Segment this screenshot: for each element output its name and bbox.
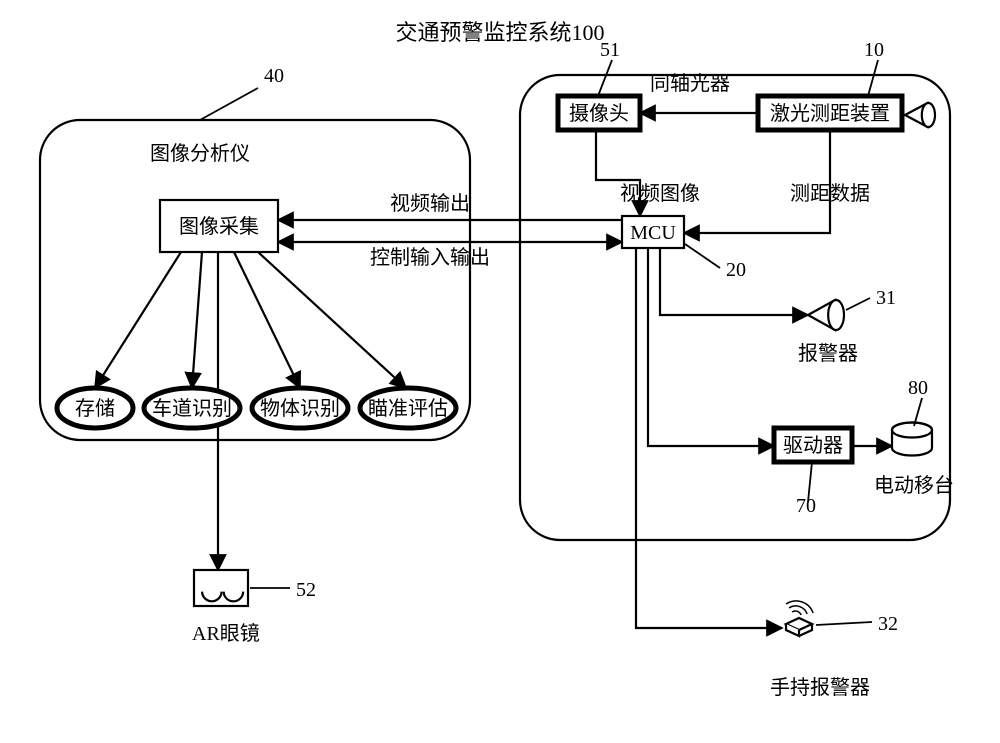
node-handheld [786,601,813,636]
edge-laser-mcu [684,130,830,233]
node-ar [194,570,248,606]
leader-32 [816,622,872,625]
node-label-laser: 激光测距装置 [770,102,890,125]
node-label-camera: 摄像头 [569,102,629,125]
node-alarm [808,300,844,330]
ref-label-70: 70 [796,495,816,517]
ext-label-stage: 电动移台 [874,474,954,497]
node-lane: 车道识别 [144,388,240,428]
node-label-driver: 驱动器 [783,434,843,457]
leader-31 [846,298,870,310]
edge-label-laser-camera: 同轴光器 [650,72,730,95]
node-laser_icon [905,103,935,127]
node-imgacq: 图像采集 [160,200,278,252]
ref-label-52: 52 [296,579,316,601]
ref-label-80: 80 [908,377,928,399]
ref-label-31: 31 [876,287,896,309]
edge-mcu-driver [648,248,774,446]
node-label-lane: 车道识别 [152,397,232,420]
node-laser: 激光测距装置 [758,96,902,130]
node-camera: 摄像头 [558,96,640,130]
diagram-title: 交通预警监控系统100 [395,20,604,45]
ext-label-ar: AR眼镜 [192,622,260,645]
edge-imgacq-aim [258,252,406,388]
leader-51 [598,60,612,96]
ref-label-51: 51 [600,39,620,61]
edge-imgacq-lane [192,252,202,388]
node-store: 存储 [57,388,133,428]
ref-label-20: 20 [726,259,746,281]
ref-label-32: 32 [878,613,898,635]
ext-label-image_analyzer: 图像分析仪 [150,142,250,165]
ext-label-handheld: 手持报警器 [770,676,870,699]
node-label-store: 存储 [75,397,115,420]
leader-10 [868,60,878,96]
ref-label-40: 40 [264,65,284,87]
leader-20 [685,244,720,268]
node-stage [892,423,932,456]
ext-label-alarm: 报警器 [798,342,858,365]
edge-imgacq-store [95,252,181,388]
edge-label-imgacq-mcu: 控制输入输出 [370,246,490,269]
edge-mcu-handheld [636,248,782,628]
edge-label-mcu-imgacq: 视频输出 [390,192,470,215]
edge-label-camera-mcu: 视频图像 [620,182,700,205]
node-label-imgacq: 图像采集 [179,215,259,238]
node-obj: 物体识别 [252,388,348,428]
leader-40 [200,88,258,120]
node-driver: 驱动器 [774,428,852,462]
edge-label-laser-mcu: 测距数据 [790,182,870,205]
node-aim: 瞄准评估 [360,388,456,428]
node-label-obj: 物体识别 [260,397,340,420]
node-mcu: MCU [622,216,684,248]
ref-label-10: 10 [864,39,884,61]
edge-imgacq-obj [234,252,300,388]
node-label-mcu: MCU [630,222,676,244]
node-label-aim: 瞄准评估 [368,397,448,420]
